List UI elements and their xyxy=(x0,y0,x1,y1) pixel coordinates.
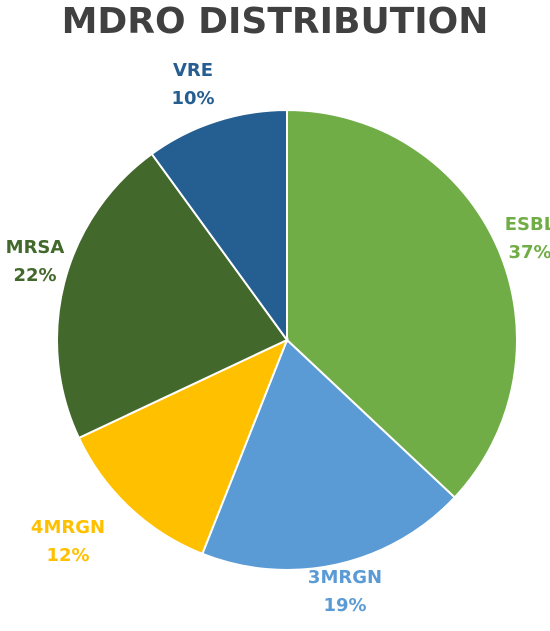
pie-slice-esbl xyxy=(286,108,518,499)
pie-slice-4mrgn xyxy=(77,338,289,556)
slice-name-esbl: ESBL xyxy=(505,214,550,235)
pie-labels: ESBL 37% 3MRGN 19% 4MRGN 12% MRSA 22% VRE 10% xyxy=(6,60,550,616)
slice-percent-4mrgn: 12% xyxy=(46,545,89,566)
slice-name-vre: VRE xyxy=(173,60,213,81)
slice-percent-mrsa: 22% xyxy=(13,265,56,286)
slice-percent-esbl: 37% xyxy=(508,242,550,263)
slice-name-mrsa: MRSA xyxy=(6,237,65,258)
pie-slices xyxy=(56,108,518,571)
slice-percent-vre: 10% xyxy=(171,88,214,109)
chart-title: MDRO DISTRIBUTION xyxy=(61,1,489,42)
pie-slice-mrsa xyxy=(56,152,289,440)
slice-name-4mrgn: 4MRGN xyxy=(31,517,105,538)
pie-slice-3mrgn xyxy=(201,338,457,571)
pie-slice-vre xyxy=(150,108,288,344)
slice-name-3mrgn: 3MRGN xyxy=(308,567,382,588)
slice-percent-3mrgn: 19% xyxy=(323,595,366,616)
